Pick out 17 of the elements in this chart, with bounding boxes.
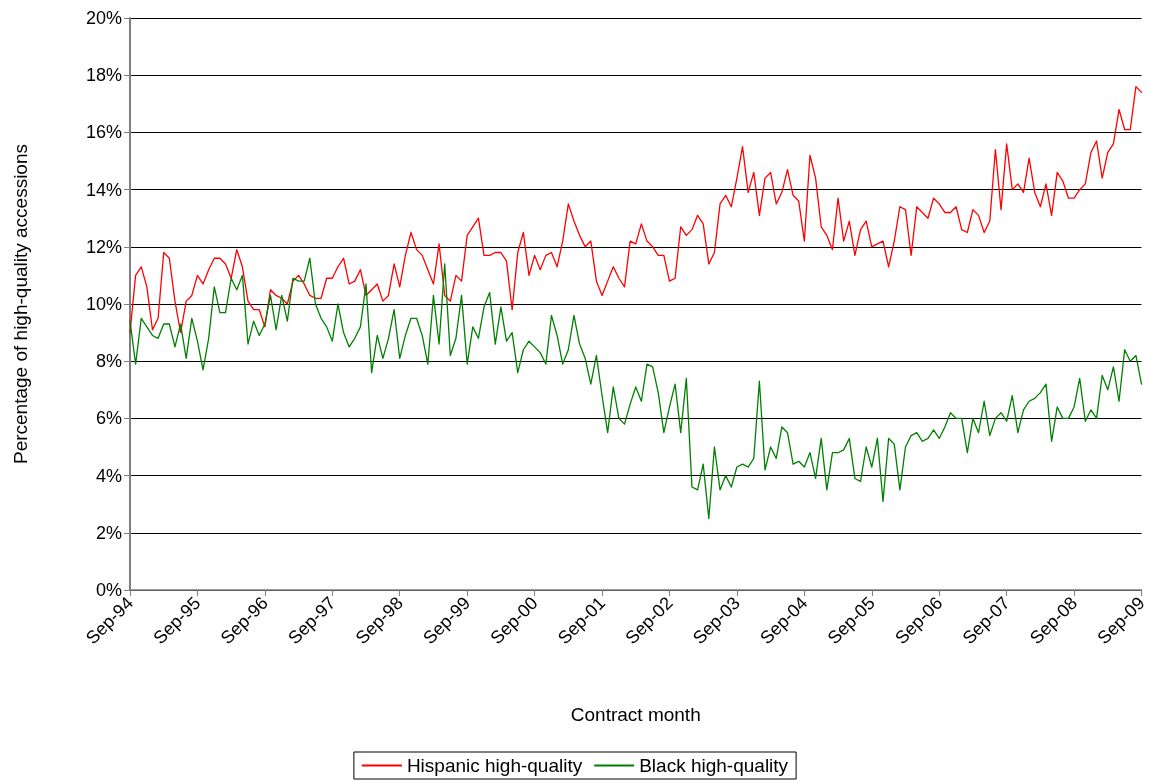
y-tick-label: 10%: [85, 294, 122, 314]
line-series: [129, 257, 1143, 520]
y-axis-title: Percentage of high-quality accessions: [10, 143, 31, 465]
legend-label: Hispanic high-quality: [406, 755, 583, 776]
y-tick-label: 20%: [85, 8, 122, 28]
legend-label: Black high-quality: [639, 755, 789, 776]
y-tick-label: 12%: [85, 236, 122, 257]
x-axis-title: Contract month: [570, 704, 701, 725]
y-tick-label: 2%: [95, 522, 122, 543]
y-tick-label: 8%: [95, 351, 122, 372]
y-tick-label: 14%: [85, 179, 122, 200]
y-tick-label: 6%: [95, 408, 122, 429]
y-tick-label: 0%: [95, 580, 122, 600]
line-series: [129, 85, 1143, 334]
y-tick-label: 16%: [85, 122, 122, 143]
y-tick-label: 4%: [95, 465, 122, 486]
y-tick-label: 18%: [85, 65, 122, 86]
